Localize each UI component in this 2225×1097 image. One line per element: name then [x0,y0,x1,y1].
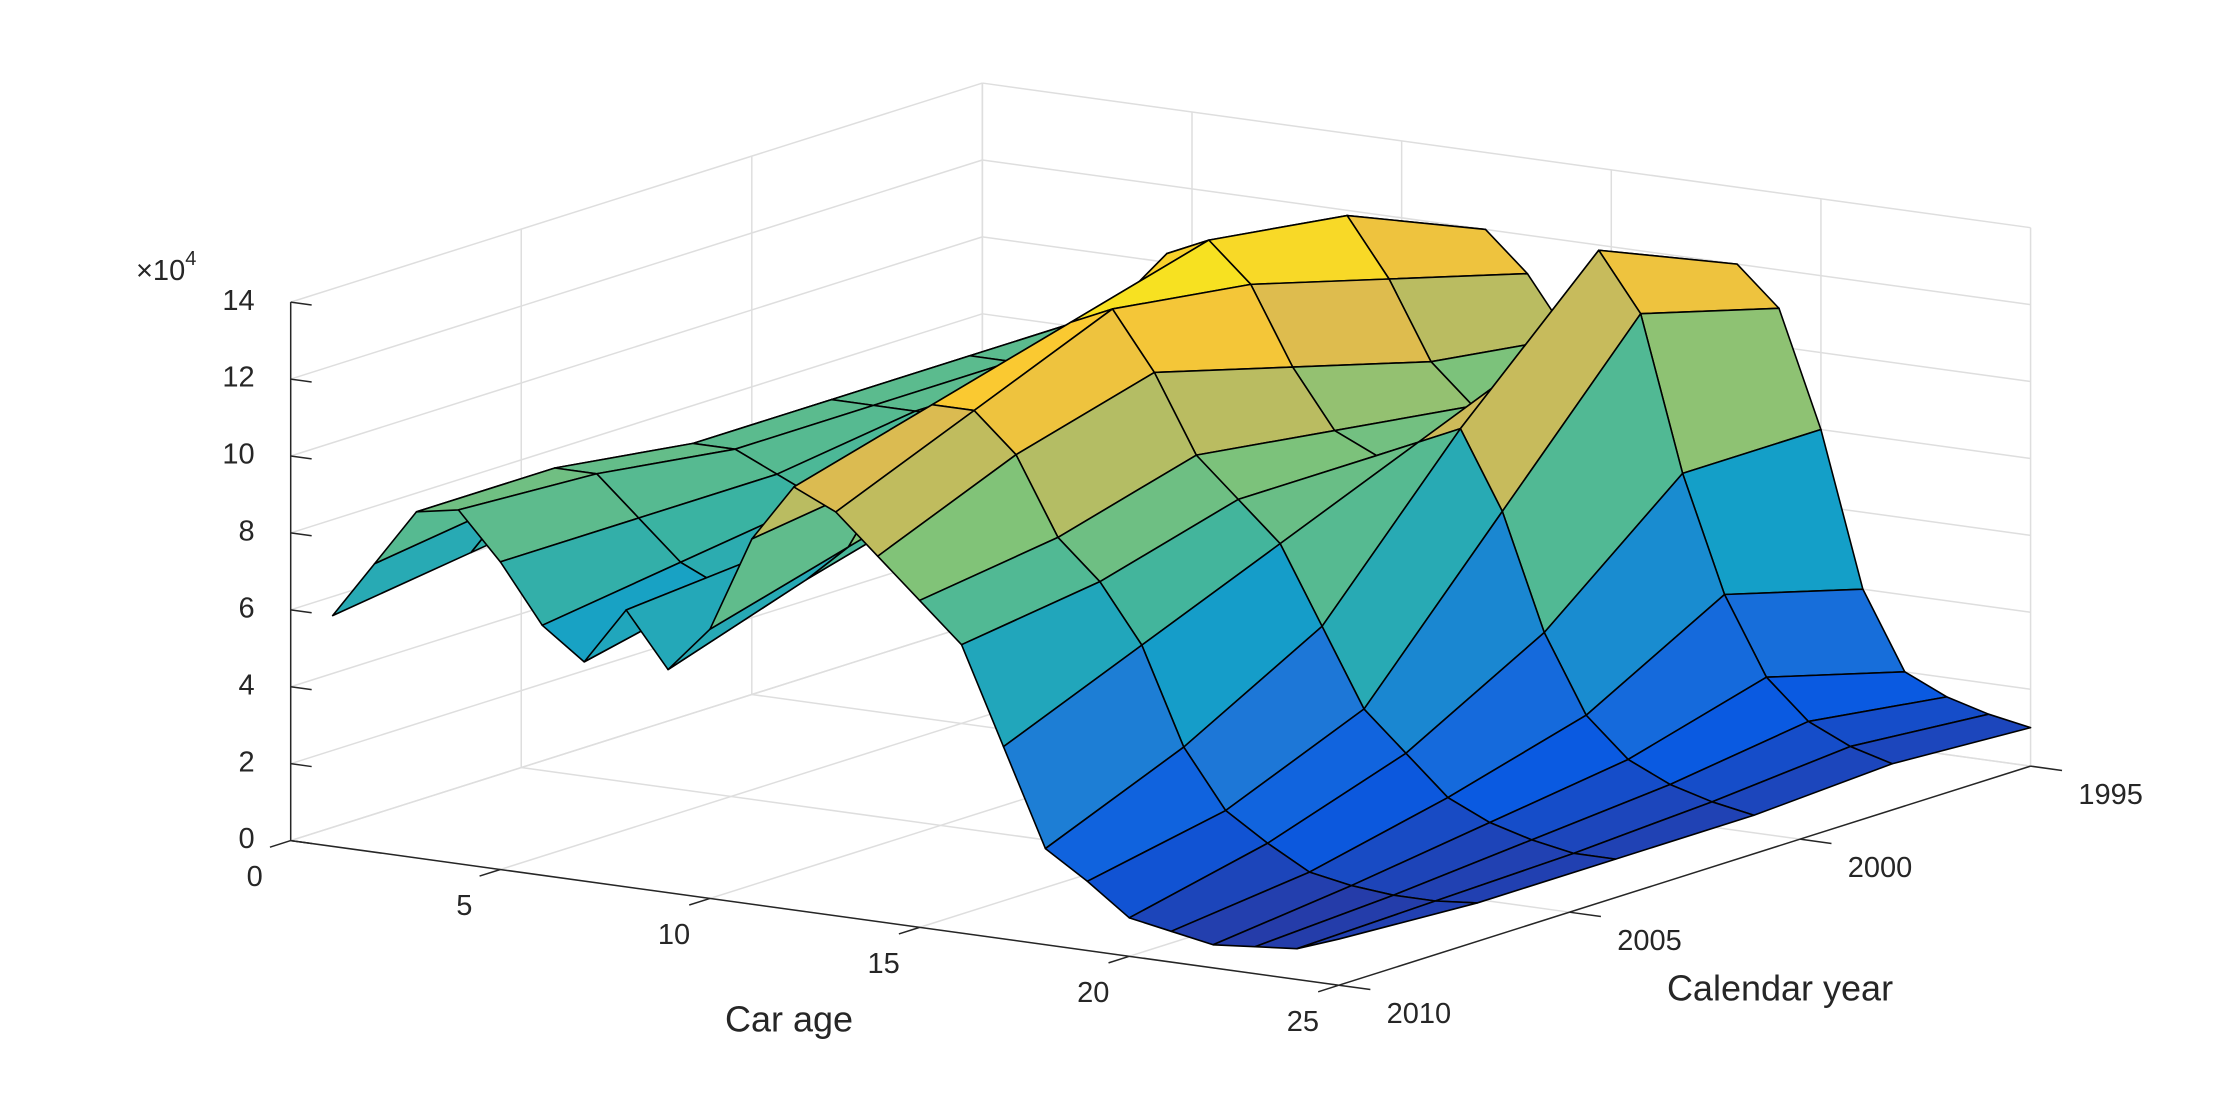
z-tick [290,455,312,460]
x-tick-label: 20 [1077,977,1109,1009]
x-tick-label: 0 [247,861,263,893]
z-tick-label: 10 [222,439,254,471]
y-tick [1569,911,1602,918]
z-tick [290,301,312,306]
grid-line [290,236,983,457]
z-tick-label: 8 [239,516,255,548]
z-tick [290,609,312,614]
x-tick-label: 15 [867,948,899,980]
z-tick [290,839,312,845]
z-tick [290,378,312,383]
z-tick-label: 0 [239,823,255,855]
grid-line [290,313,983,534]
x-tick-label: 5 [456,890,472,922]
x-axis [290,839,1340,986]
grid-line [982,82,2031,229]
x-tick-label: 25 [1287,1006,1319,1038]
grid-line [290,159,983,380]
z-tick [290,762,312,768]
z-tick-label: 14 [222,285,254,317]
y-tick [2030,765,2063,772]
y-tick-label: 2000 [1848,852,1913,884]
grid-line [982,159,2031,306]
y-tick-label: 1995 [2078,779,2143,811]
z-multiplier-base: ×10 [136,255,185,287]
x-axis-label: Car age [725,999,853,1040]
y-axis-label: Calendar year [1667,968,1893,1009]
surface-face [1296,900,1479,950]
x-tick [1108,955,1130,964]
x-tick [269,839,291,848]
y-tick [1799,838,1832,845]
z-tick [290,686,312,691]
grid-line [290,82,983,303]
x-tick [479,868,501,877]
grid-line [290,543,983,765]
z-multiplier: ×104 [136,248,196,286]
y-tick-label: 2005 [1617,925,1682,957]
y-axis [1338,765,2031,986]
x-tick [898,926,920,935]
z-multiplier-exponent: 4 [185,248,196,270]
z-tick-label: 6 [239,592,255,624]
z-tick-label: 12 [222,362,254,394]
z-tick [290,532,312,537]
z-tick-label: 4 [239,669,255,701]
x-tick-label: 10 [658,919,690,951]
y-tick [1338,984,1371,991]
x-tick [1317,984,1340,993]
y-tick-label: 2010 [1387,998,1452,1030]
x-tick [689,897,711,906]
z-tick-label: 2 [239,746,255,778]
grid-line [290,620,983,842]
